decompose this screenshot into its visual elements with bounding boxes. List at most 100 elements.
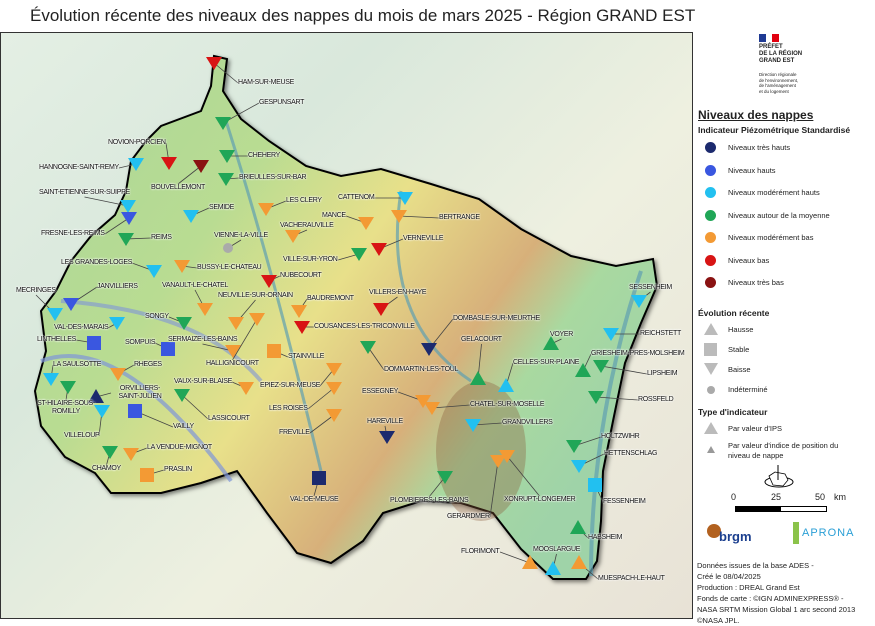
station-marker-baisse[interactable] xyxy=(94,405,110,418)
station-label: MANCE xyxy=(322,212,346,219)
station-marker-baisse[interactable] xyxy=(285,230,301,243)
dreal-text: Direction régionale de l'environnement, … xyxy=(759,72,798,94)
station-marker-baisse[interactable] xyxy=(110,368,126,381)
station-marker-hausse[interactable] xyxy=(571,555,587,569)
station-marker-hausse[interactable] xyxy=(570,520,586,534)
station-marker-stable[interactable] xyxy=(312,471,326,485)
station-marker-hausse[interactable] xyxy=(543,336,559,350)
station-marker-baisse[interactable] xyxy=(371,243,387,256)
trend-heading: Évolution récente xyxy=(698,308,770,318)
station-marker-baisse[interactable] xyxy=(218,173,234,186)
station-marker-baisse[interactable] xyxy=(63,298,79,311)
station-marker-baisse[interactable] xyxy=(238,382,254,395)
scale-bar-graphic xyxy=(735,506,827,512)
station-marker-baisse[interactable] xyxy=(358,217,374,230)
station-marker-baisse[interactable] xyxy=(193,160,209,173)
station-marker-stable[interactable] xyxy=(128,404,142,418)
station-marker-baisse[interactable] xyxy=(291,305,307,318)
station-marker-baisse[interactable] xyxy=(215,117,231,130)
level-label: Niveaux bas xyxy=(728,255,770,265)
station-marker-baisse[interactable] xyxy=(174,389,190,402)
station-marker-baisse[interactable] xyxy=(397,192,413,205)
station-marker-baisse[interactable] xyxy=(294,321,310,334)
station-marker-baisse[interactable] xyxy=(593,360,609,373)
station-marker-baisse[interactable] xyxy=(424,402,440,415)
station-marker-baisse[interactable] xyxy=(490,455,506,468)
credits: Données issues de la base ADES - Créé le… xyxy=(697,560,855,626)
scale-tick: 25 xyxy=(771,492,782,502)
station-marker-baisse[interactable] xyxy=(421,343,437,356)
station-marker-baisse[interactable] xyxy=(121,212,137,225)
station-marker-baisse[interactable] xyxy=(60,381,76,394)
station-marker-baisse[interactable] xyxy=(47,308,63,321)
station-marker-baisse[interactable] xyxy=(102,446,118,459)
station-marker-stable[interactable] xyxy=(140,468,154,482)
station-marker-baisse[interactable] xyxy=(225,345,241,358)
brgm-logo: brgm xyxy=(707,520,757,546)
station-marker-baisse[interactable] xyxy=(120,200,136,213)
station-marker-hausse[interactable] xyxy=(88,389,104,403)
aprona-wordmark: APRONA xyxy=(802,527,855,539)
station-label: JANVILLIERS xyxy=(97,283,138,290)
station-marker-baisse[interactable] xyxy=(128,158,144,171)
station-marker-baisse[interactable] xyxy=(571,460,587,473)
station-marker-baisse[interactable] xyxy=(197,303,213,316)
station-marker-baisse[interactable] xyxy=(146,265,162,278)
station-marker-baisse[interactable] xyxy=(183,210,199,223)
leader-line xyxy=(213,62,239,84)
station-marker-baisse[interactable] xyxy=(228,317,244,330)
station-label: GRIESHEIM-PRES-MOLSHEIM xyxy=(591,350,685,357)
station-marker-baisse[interactable] xyxy=(326,409,342,422)
station-marker-baisse[interactable] xyxy=(379,431,395,444)
station-marker-hausse[interactable] xyxy=(522,555,538,569)
station-label: GRANDVILLERS xyxy=(502,419,553,426)
station-marker-hausse[interactable] xyxy=(498,378,514,392)
dreal-line: de l'aménagement xyxy=(759,83,796,88)
station-marker-stable[interactable] xyxy=(588,478,602,492)
station-label: NOVION-PORCIEN xyxy=(108,139,166,146)
station-marker-baisse[interactable] xyxy=(258,203,274,216)
level-swatch-icon xyxy=(705,142,716,153)
station-marker-baisse[interactable] xyxy=(603,328,619,341)
station-marker-baisse[interactable] xyxy=(351,248,367,261)
station-marker-baisse[interactable] xyxy=(465,419,481,432)
station-marker-baisse[interactable] xyxy=(326,382,342,395)
station-label: VILLERS-EN-HAYE xyxy=(369,289,427,296)
station-marker-baisse[interactable] xyxy=(326,363,342,376)
type-position-label: Par valeur d'indice de position du nivea… xyxy=(728,441,839,460)
station-marker-hausse[interactable] xyxy=(545,561,561,575)
map-canvas[interactable]: HAM-SUR-MEUSE GESPUNSART NOVION-PORCIEN HAN… xyxy=(0,32,693,619)
station-marker-baisse[interactable] xyxy=(360,341,376,354)
station-marker-baisse[interactable] xyxy=(161,157,177,170)
prefet-line: GRAND EST xyxy=(759,58,795,64)
station-marker-hausse[interactable] xyxy=(575,363,591,377)
scale-tick: 0 xyxy=(731,492,737,502)
station-marker-baisse[interactable] xyxy=(219,150,235,163)
station-label: SOMPUIS xyxy=(125,339,156,346)
station-marker-baisse[interactable] xyxy=(631,295,647,308)
station-label: GELACOURT xyxy=(461,336,502,343)
station-label: HANNOGNE-SAINT-REMY xyxy=(39,164,119,171)
station-marker-baisse[interactable] xyxy=(206,57,222,70)
station-marker-baisse[interactable] xyxy=(437,471,453,484)
station-marker-stable[interactable] xyxy=(87,336,101,350)
station-label: HAM-SUR-MEUSE xyxy=(238,79,294,86)
station-marker-baisse[interactable] xyxy=(373,303,389,316)
station-marker-baisse[interactable] xyxy=(499,450,515,463)
station-marker-baisse[interactable] xyxy=(588,391,604,404)
station-marker-baisse[interactable] xyxy=(415,395,431,408)
station-marker-baisse[interactable] xyxy=(566,440,582,453)
station-marker-baisse[interactable] xyxy=(43,373,59,386)
station-marker-baisse[interactable] xyxy=(118,233,134,246)
station-marker-baisse[interactable] xyxy=(249,313,265,326)
station-marker-indetermine[interactable] xyxy=(223,243,233,253)
station-marker-baisse[interactable] xyxy=(109,317,125,330)
station-marker-hausse[interactable] xyxy=(470,371,486,385)
station-marker-baisse[interactable] xyxy=(174,260,190,273)
station-marker-stable[interactable] xyxy=(161,342,175,356)
station-marker-baisse[interactable] xyxy=(261,275,277,288)
station-marker-baisse[interactable] xyxy=(123,448,139,461)
station-marker-baisse[interactable] xyxy=(391,210,407,223)
station-marker-stable[interactable] xyxy=(267,344,281,358)
station-marker-baisse[interactable] xyxy=(176,317,192,330)
